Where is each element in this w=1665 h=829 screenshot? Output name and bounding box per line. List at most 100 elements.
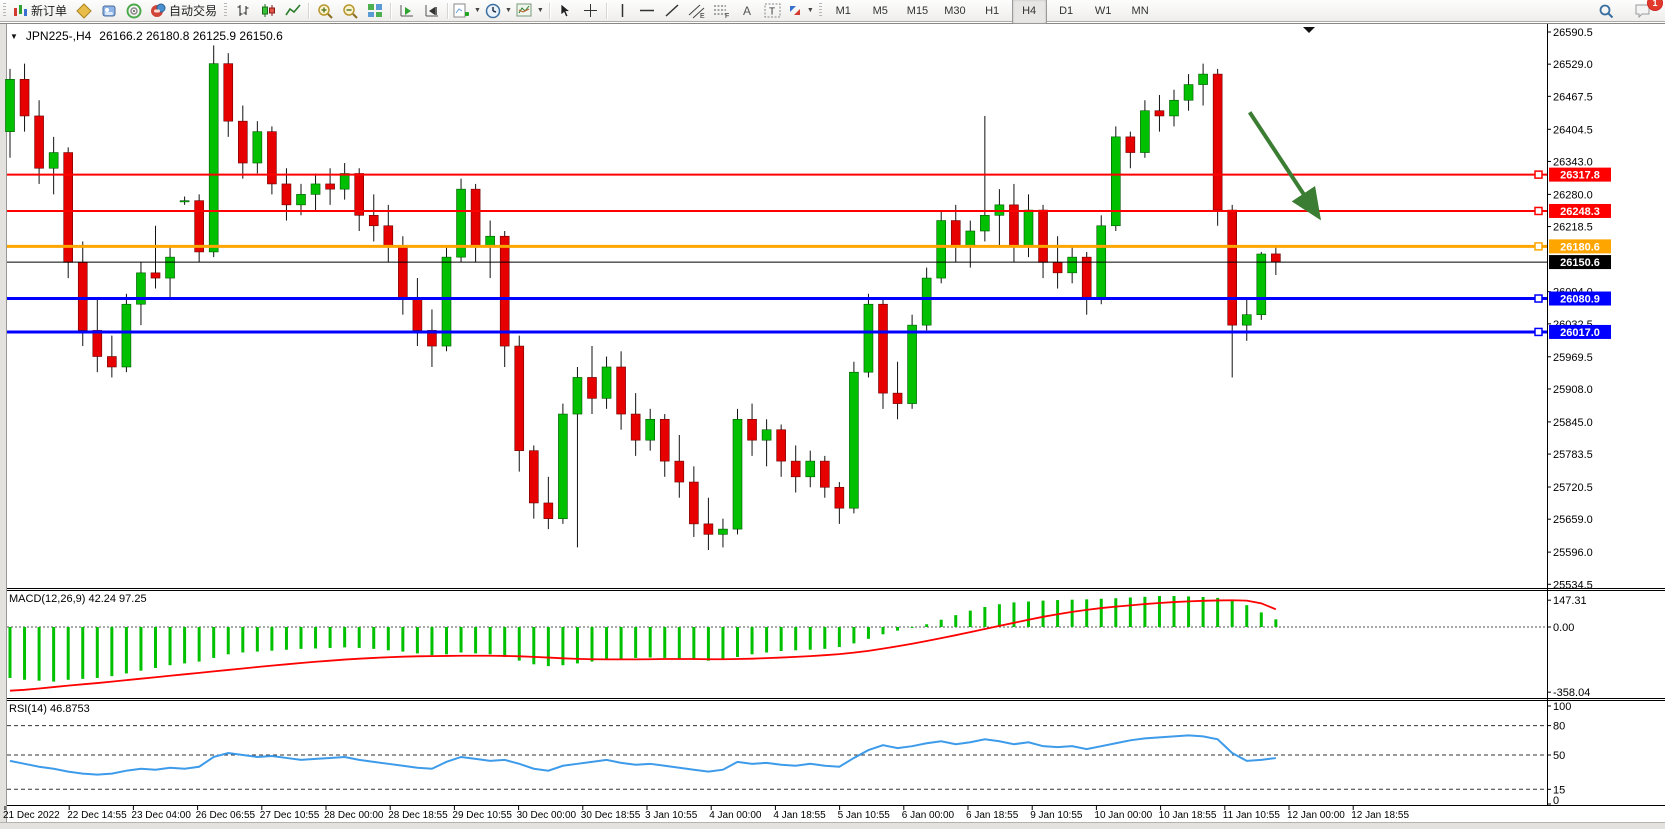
zoom-out-button[interactable] xyxy=(337,1,362,21)
dropdown-caret-icon: ▼ xyxy=(806,7,814,14)
timeframe-d1-button[interactable]: D1 xyxy=(1059,4,1074,17)
vertical-line-button[interactable] xyxy=(610,1,635,21)
candle-body xyxy=(907,324,917,404)
price-tick-label: 25908.0 xyxy=(1553,384,1593,396)
level-price-tag: 26180.6 xyxy=(1549,239,1611,254)
level-handle[interactable] xyxy=(1534,206,1543,216)
timeframe-mn-button[interactable]: MN xyxy=(1131,4,1149,17)
line-chart-button[interactable] xyxy=(280,1,305,21)
toolbar-separator xyxy=(308,2,310,19)
svg-text:F: F xyxy=(725,13,729,19)
time-tick-label: 22 Dec 14:55 xyxy=(67,810,127,821)
fibonacci-button[interactable]: F xyxy=(710,1,735,21)
price-tick-label: 25534.5 xyxy=(1553,579,1593,591)
price-tick-label: 25845.0 xyxy=(1553,417,1593,429)
autotrading-button[interactable]: 自动交易 xyxy=(146,1,221,21)
candle-body xyxy=(1256,253,1267,315)
candle-body xyxy=(645,418,656,441)
svg-text:E: E xyxy=(700,13,705,19)
candle-body xyxy=(587,377,597,399)
candle-body xyxy=(499,235,510,347)
dropdown-caret-icon: ▼ xyxy=(474,7,481,14)
candle-body xyxy=(19,79,30,117)
time-tick-label: 30 Dec 00:00 xyxy=(517,810,577,821)
text-label-button[interactable]: T xyxy=(760,1,785,21)
time-tick-label: 11 Jan 10:55 xyxy=(1223,810,1281,821)
time-tick-label: 28 Dec 00:00 xyxy=(324,810,384,821)
collapse-caret-icon[interactable]: ▼ xyxy=(10,31,18,41)
trend-arrow-object[interactable] xyxy=(1247,111,1321,221)
candle-body xyxy=(281,183,292,206)
bar-chart-button[interactable] xyxy=(230,1,255,21)
rsi-line xyxy=(9,734,1276,776)
zoom-in-button[interactable] xyxy=(312,1,337,21)
trend-line-button[interactable] xyxy=(660,1,685,21)
crosshair-button[interactable] xyxy=(578,1,603,21)
candle-body xyxy=(1125,136,1136,153)
timeframe-h1-button[interactable]: H1 xyxy=(985,4,1000,17)
candle-body xyxy=(747,418,757,441)
candle-body xyxy=(412,298,423,331)
timeframe-w1-button[interactable]: W1 xyxy=(1094,4,1112,17)
notification-badge: 1 xyxy=(1647,0,1663,11)
level-price-tag: 26317.8 xyxy=(1549,167,1611,182)
terminal-button[interactable] xyxy=(96,1,121,21)
new-order-button[interactable]: 新订单 xyxy=(9,1,71,21)
candle-body xyxy=(878,303,888,394)
level-handle[interactable] xyxy=(1534,294,1543,303)
timeframe-m1-button[interactable]: M1 xyxy=(835,4,851,17)
text-button[interactable]: A xyxy=(735,1,760,21)
candle-body xyxy=(1154,110,1165,117)
candle-body xyxy=(77,262,88,331)
candle-body xyxy=(514,345,525,451)
price-tick-label: 25783.5 xyxy=(1553,449,1593,461)
tile-windows-icon xyxy=(367,4,382,17)
search-button[interactable] xyxy=(1593,1,1618,21)
candle-body xyxy=(950,220,961,247)
equidistant-channel-button[interactable]: E xyxy=(685,1,710,21)
candle-body xyxy=(48,152,59,169)
tile-windows-button[interactable] xyxy=(362,1,387,21)
candle-body xyxy=(121,303,132,368)
timeframe-m30-button[interactable]: M30 xyxy=(944,4,966,17)
add-indicator-button[interactable]: ▼ xyxy=(451,1,483,21)
time-tick-label: 10 Jan 18:55 xyxy=(1159,810,1217,821)
svg-text:T: T xyxy=(769,7,775,18)
toolbar-grip xyxy=(818,3,822,18)
chart-symbol-period: JPN225-,H4 xyxy=(25,29,92,43)
vertical-line-icon xyxy=(621,4,624,17)
timeframe-h4-button[interactable]: H4 xyxy=(1011,0,1047,24)
market-sonar-button[interactable] xyxy=(121,1,146,21)
candle-body xyxy=(1140,110,1150,153)
horizontal-line-button[interactable] xyxy=(635,1,660,21)
templates-button[interactable]: ▼ xyxy=(514,1,546,21)
level-handle[interactable] xyxy=(1534,170,1543,179)
auto-scroll-button[interactable] xyxy=(394,1,419,21)
chart-shift-marker[interactable] xyxy=(1303,27,1315,33)
line-chart-icon xyxy=(284,4,301,16)
level-handle[interactable] xyxy=(1534,242,1543,251)
text-label-icon: T xyxy=(764,3,781,18)
level-handle[interactable] xyxy=(1534,327,1543,337)
candle-body xyxy=(252,131,263,164)
candle-body xyxy=(543,502,554,519)
periods-clock-icon xyxy=(485,3,501,18)
candle-body xyxy=(383,225,394,247)
notifications-button[interactable]: 1 xyxy=(1630,0,1663,21)
arrows-button[interactable]: ▼ xyxy=(785,1,816,21)
metaeditor-button[interactable] xyxy=(71,1,96,21)
metaeditor-icon xyxy=(75,2,92,19)
chart-ohlc-readout: 26166.2 26180.8 26125.9 26150.6 xyxy=(99,29,283,43)
toolbar-separator xyxy=(447,2,449,19)
candlestick-chart-button[interactable] xyxy=(255,1,280,21)
timeframe-m5-button[interactable]: M5 xyxy=(872,4,888,17)
time-tick-label: 5 Jan 10:55 xyxy=(838,810,891,821)
cursor-button[interactable] xyxy=(553,1,578,21)
periods-button[interactable]: ▼ xyxy=(483,1,514,21)
rsi-axis-label: 100 xyxy=(1553,701,1571,713)
candle-body xyxy=(819,460,830,488)
timeframe-m15-button[interactable]: M15 xyxy=(906,4,929,17)
svg-text:26248.3: 26248.3 xyxy=(1560,206,1600,218)
chart-shift-button[interactable] xyxy=(419,1,444,21)
candle-body xyxy=(936,220,947,279)
